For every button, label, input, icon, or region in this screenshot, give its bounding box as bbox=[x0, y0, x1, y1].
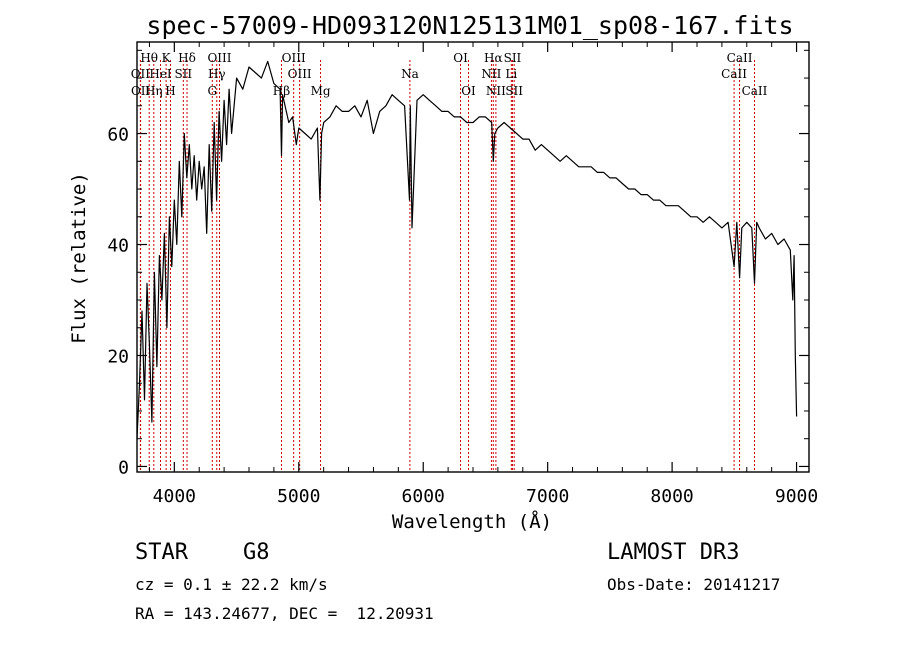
line-marker-label: OIII bbox=[282, 51, 306, 65]
y-axis-label: Flux (relative) bbox=[68, 172, 90, 344]
object-class: STAR bbox=[135, 540, 188, 565]
line-marker-label: NII bbox=[486, 84, 506, 98]
redshift-text: cz = 0.1 ± 22.2 km/s bbox=[135, 575, 328, 594]
line-marker-label: CaII bbox=[727, 51, 753, 65]
line-marker-label: Hγ bbox=[208, 67, 226, 81]
x-tick-label: 5000 bbox=[277, 486, 320, 507]
y-tick-label: 0 bbox=[118, 457, 129, 478]
x-axis-label: Wavelength (Å) bbox=[392, 510, 552, 533]
spectrum-line bbox=[136, 60, 798, 439]
line-marker-labels: Hθ OII OII K HeI Hη H Hδ SII OIII Hγ G OIII OIII Hβ Mg N… bbox=[131, 51, 768, 98]
line-marker-label: K bbox=[162, 51, 172, 65]
line-marker-label: Hθ bbox=[140, 51, 158, 65]
line-marker-label: CaII bbox=[721, 67, 747, 81]
line-marker-label: H bbox=[165, 84, 175, 98]
line-marker-label: OI bbox=[453, 51, 468, 65]
x-tick-label: 8000 bbox=[650, 486, 693, 507]
x-tick-label: 6000 bbox=[402, 486, 445, 507]
line-marker-label: Hβ bbox=[273, 84, 290, 98]
y-tick-label: 60 bbox=[107, 125, 129, 146]
x-axis-ticks: 4000 5000 6000 7000 8000 9000 bbox=[148, 42, 818, 507]
line-marker-label: Hα bbox=[484, 51, 503, 65]
chart-title: spec-57009-HD093120N125131M01_sp08-167.f… bbox=[146, 11, 793, 40]
line-marker-label: Hδ bbox=[178, 51, 196, 65]
survey-label: LAMOST DR3 bbox=[607, 540, 740, 565]
line-marker-label: SII bbox=[505, 84, 523, 98]
x-tick-label: 9000 bbox=[775, 486, 818, 507]
line-marker-label: Mg bbox=[311, 84, 331, 98]
y-tick-label: 20 bbox=[107, 346, 129, 367]
obs-date: Obs-Date: 20141217 bbox=[607, 575, 781, 594]
line-marker-label: Li bbox=[505, 67, 517, 81]
line-marker-label: OIII bbox=[207, 51, 231, 65]
y-tick-label: 40 bbox=[107, 236, 129, 257]
line-marker-label: SII bbox=[174, 67, 192, 81]
line-marker-label: G bbox=[207, 84, 217, 98]
x-tick-label: 4000 bbox=[153, 486, 196, 507]
coordinates: RA = 143.24677, DEC = 12.20931 bbox=[135, 604, 434, 623]
line-marker-label: Na bbox=[401, 67, 419, 81]
line-marker-label: SII bbox=[504, 51, 522, 65]
line-marker-label: OII bbox=[131, 67, 151, 81]
object-subclass: G8 bbox=[243, 540, 270, 565]
line-marker-label: HeI bbox=[149, 67, 172, 81]
y-axis-ticks: 0 20 40 60 bbox=[107, 49, 809, 478]
line-marker-label: CaII bbox=[742, 84, 768, 98]
line-marker-label: OII bbox=[131, 84, 151, 98]
line-marker-label: OIII bbox=[288, 67, 312, 81]
plot-frame bbox=[136, 41, 810, 473]
x-tick-label: 7000 bbox=[526, 486, 569, 507]
line-marker-label: Hη bbox=[145, 84, 163, 98]
line-marker-label: NII bbox=[481, 67, 501, 81]
line-marker-label: OI bbox=[461, 84, 476, 98]
